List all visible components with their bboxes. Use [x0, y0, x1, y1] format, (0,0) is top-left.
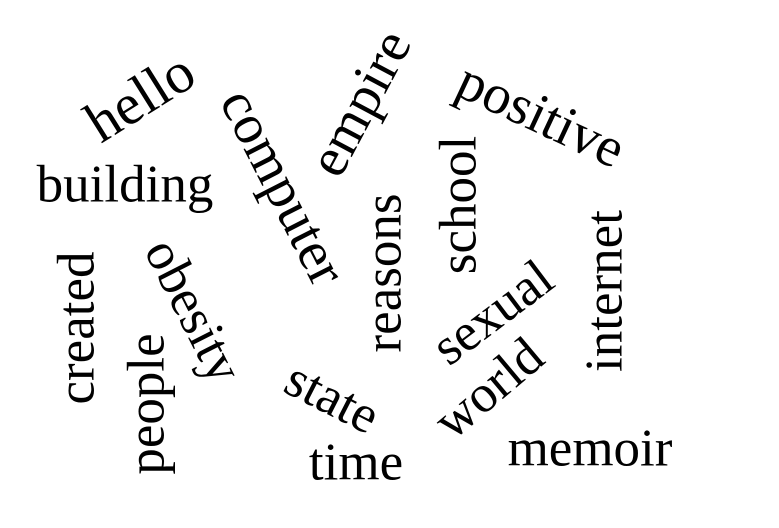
- word-people: people: [117, 333, 176, 475]
- word-building: building: [36, 155, 214, 214]
- word-time: time: [308, 433, 404, 492]
- word-internet: internet: [575, 210, 634, 372]
- word-school: school: [429, 135, 488, 275]
- word-reasons: reasons: [354, 193, 413, 353]
- word-empire: empire: [296, 19, 424, 187]
- word-memoir: memoir: [507, 419, 673, 478]
- word-hello: hello: [73, 38, 207, 155]
- word-created: created: [47, 251, 106, 405]
- word-state: state: [275, 349, 389, 446]
